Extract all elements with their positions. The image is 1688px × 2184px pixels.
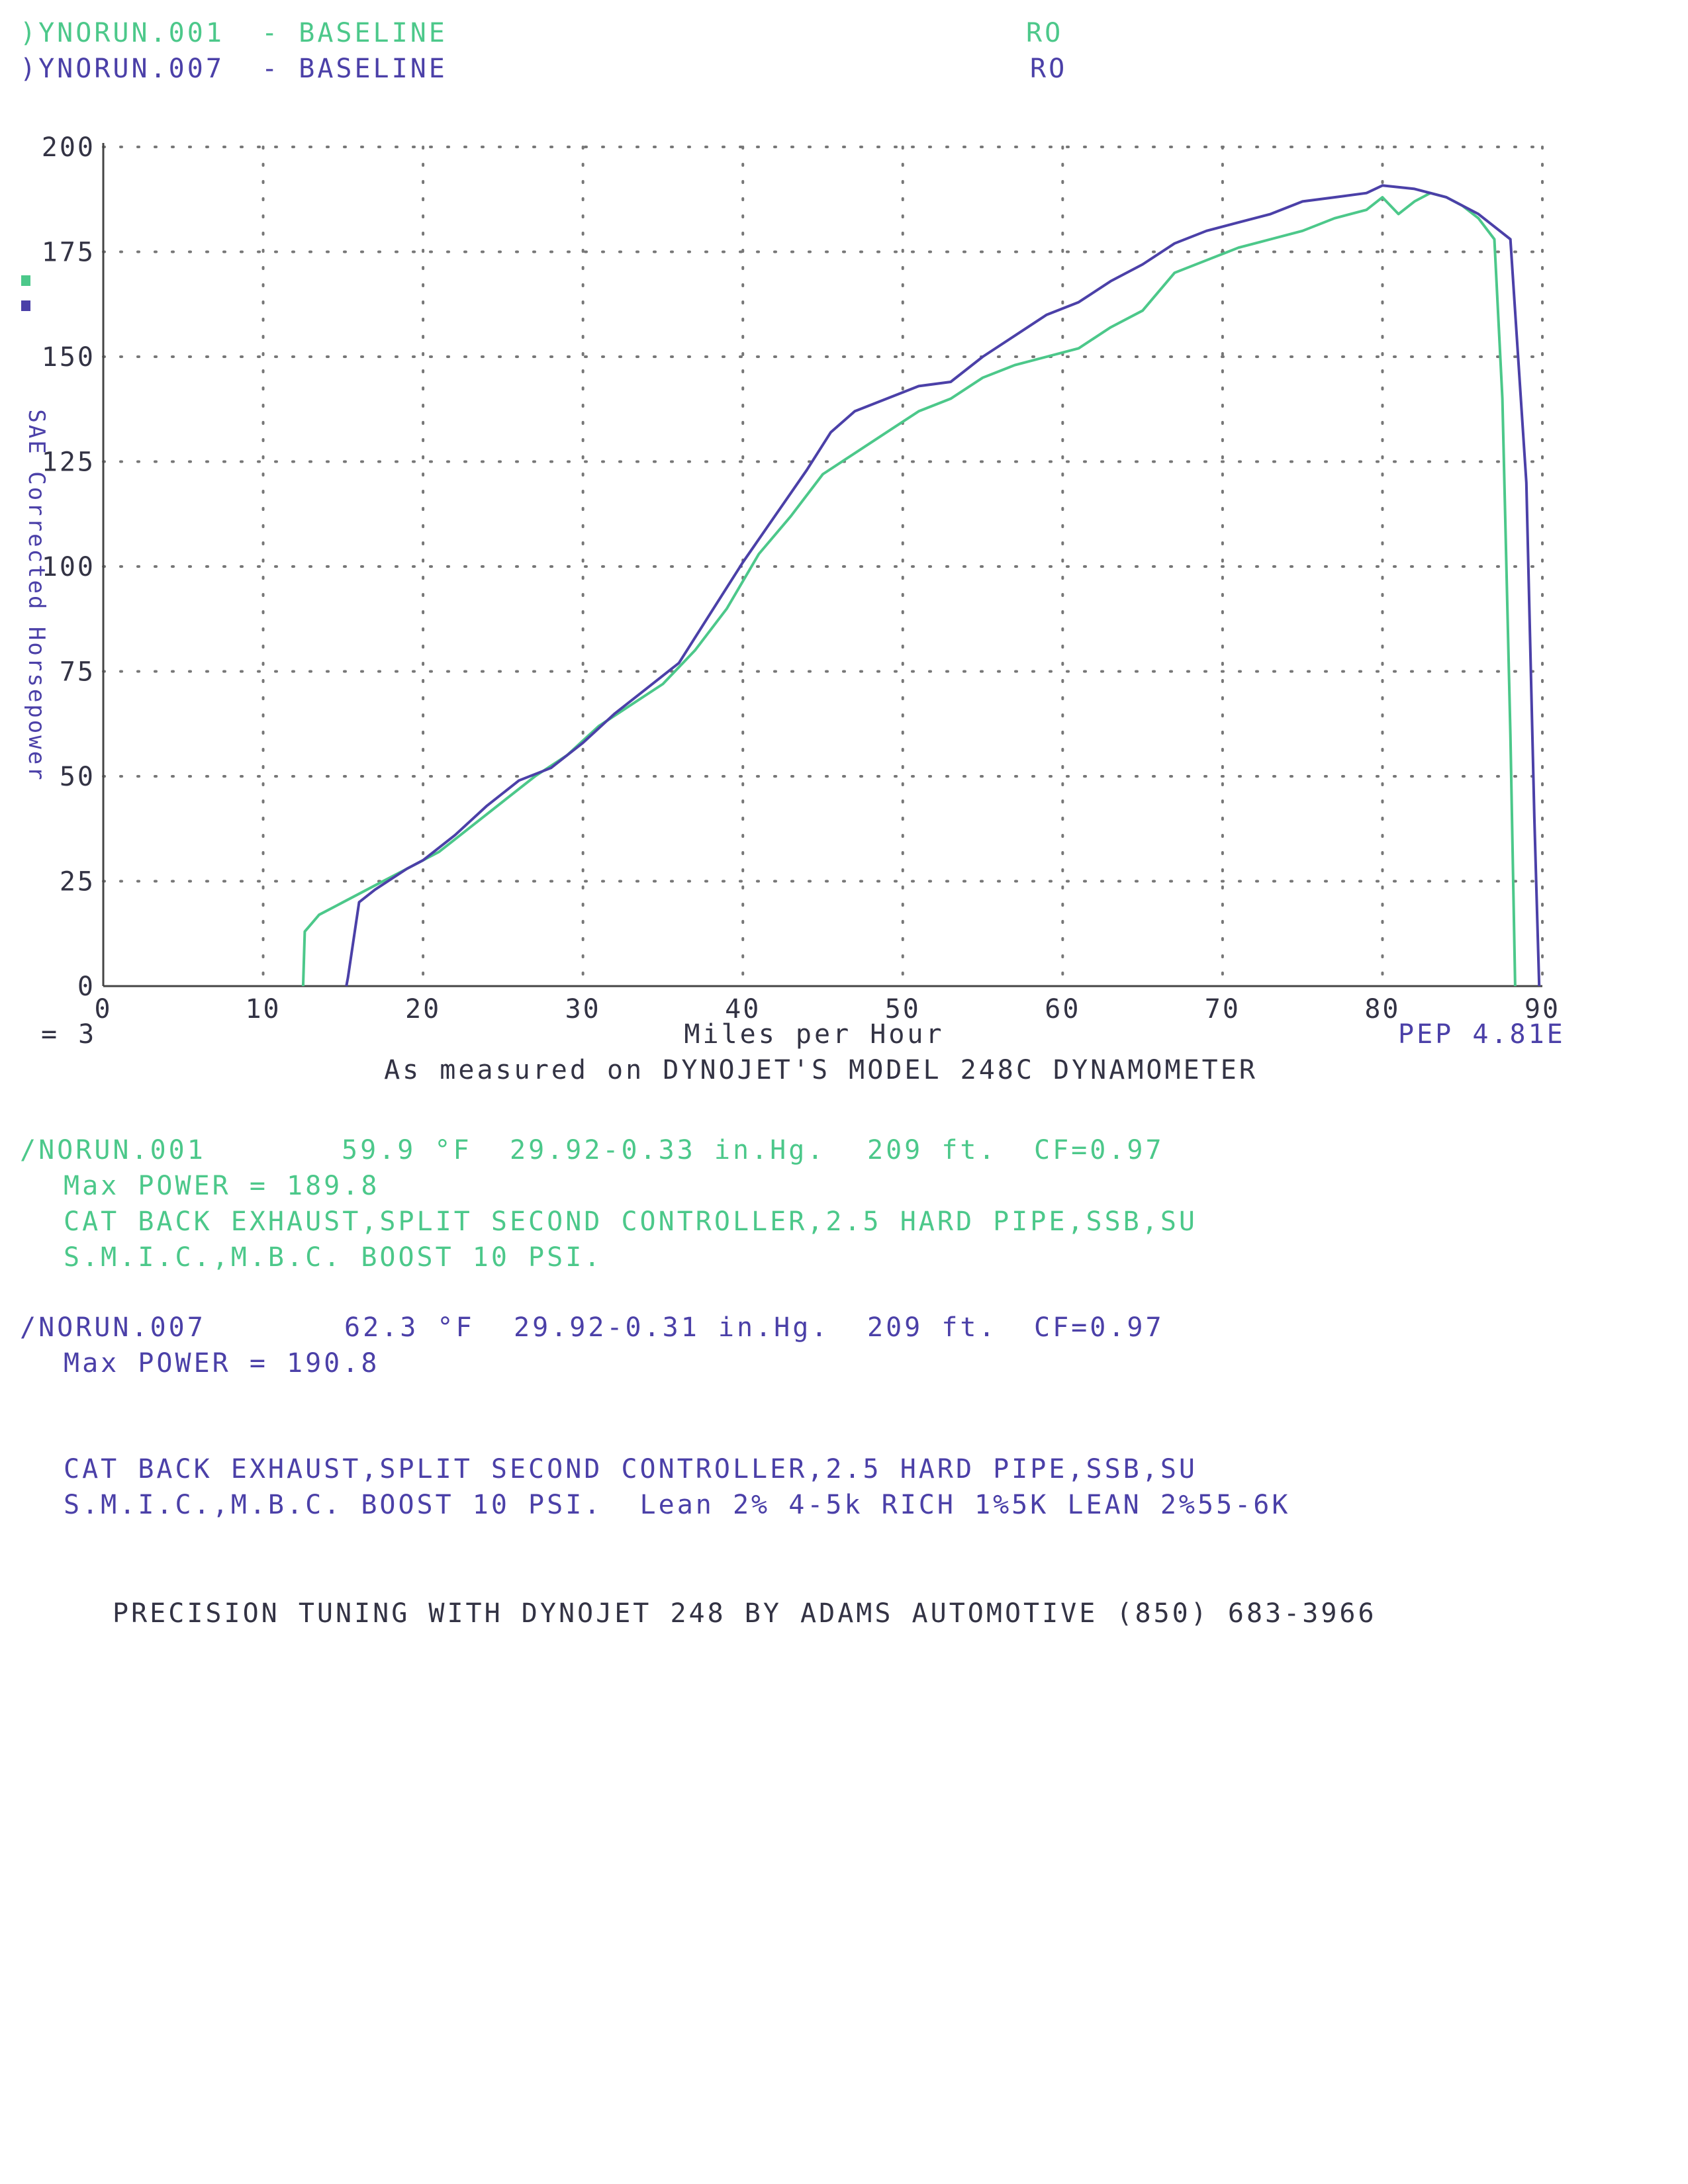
x-tick-20: 20 bbox=[405, 994, 441, 1024]
legend-marker-run1 bbox=[21, 275, 30, 286]
series-line-1 bbox=[301, 191, 1517, 987]
right-note: PEP 4.81E bbox=[1398, 1019, 1566, 1050]
run2-cf: CF=0.97 bbox=[1034, 1312, 1164, 1343]
left-note: = 3 bbox=[41, 1019, 97, 1050]
y-tick-0: 0 bbox=[77, 972, 95, 1002]
run2-pressure: 29.92-0.31 in.Hg. bbox=[514, 1312, 830, 1343]
x-tick-80: 80 bbox=[1364, 994, 1400, 1024]
run2-notes-line2: S.M.I.C.,M.B.C. BOOST 10 PSI. Lean 2% 4-… bbox=[64, 1490, 1291, 1520]
run2-name: /NORUN.007 bbox=[20, 1312, 206, 1343]
run1-notes-line2: S.M.I.C.,M.B.C. BOOST 10 PSI. bbox=[64, 1242, 603, 1273]
legend-marker-run2 bbox=[21, 300, 30, 311]
run1-cf: CF=0.97 bbox=[1034, 1135, 1164, 1165]
chart-subtitle: As measured on DYNOJET'S MODEL 248C DYNA… bbox=[384, 1055, 1258, 1085]
y-tick-50: 50 bbox=[60, 762, 95, 792]
y-tick-25: 25 bbox=[60, 867, 95, 897]
x-tick-0: 0 bbox=[94, 994, 112, 1024]
y-axis-label: SAE Corrected Horsepower bbox=[23, 409, 50, 782]
run1-notes-line1: CAT BACK EXHAUST,SPLIT SECOND CONTROLLER… bbox=[64, 1206, 1198, 1237]
run2-altitude: 209 ft. bbox=[867, 1312, 998, 1343]
x-tick-10: 10 bbox=[245, 994, 281, 1024]
x-tick-90: 90 bbox=[1524, 994, 1560, 1024]
series-lines bbox=[301, 184, 1541, 987]
run1-name: /NORUN.001 bbox=[20, 1135, 206, 1165]
run1-header-suffix: RO bbox=[1026, 18, 1064, 48]
x-tick-40: 40 bbox=[725, 994, 761, 1024]
chart-grid bbox=[102, 146, 1544, 987]
run1-pressure: 29.92-0.33 in.Hg. bbox=[510, 1135, 826, 1165]
run1-max-power: Max POWER = 189.8 bbox=[64, 1171, 380, 1201]
y-tick-200: 200 bbox=[42, 132, 95, 163]
run1-header-label: )YNORUN.001 - BASELINE bbox=[20, 18, 447, 48]
run1-altitude: 209 ft. bbox=[867, 1135, 998, 1165]
y-tick-175: 175 bbox=[42, 238, 95, 268]
y-tick-100: 100 bbox=[42, 552, 95, 582]
series-line-2 bbox=[345, 184, 1541, 987]
x-tick-50: 50 bbox=[885, 994, 921, 1024]
run2-notes-line1: CAT BACK EXHAUST,SPLIT SECOND CONTROLLER… bbox=[64, 1454, 1198, 1484]
dyno-chart: 0 25 50 75 100 125 150 175 200 0 10 20 30 40 50 60 70 80… bbox=[23, 132, 1566, 1085]
y-tick-125: 125 bbox=[42, 447, 95, 478]
x-tick-labels: 0 10 20 30 40 50 60 70 80 90 bbox=[94, 994, 1560, 1024]
x-tick-70: 70 bbox=[1205, 994, 1241, 1024]
run2-header-suffix: RO bbox=[1030, 54, 1068, 84]
run2-header-label: )YNORUN.007 - BASELINE bbox=[20, 54, 447, 84]
footer-credit: PRECISION TUNING WITH DYNOJET 248 BY ADA… bbox=[113, 1598, 1377, 1629]
y-tick-labels: 0 25 50 75 100 125 150 175 200 bbox=[42, 132, 95, 1002]
x-tick-30: 30 bbox=[565, 994, 601, 1024]
x-tick-60: 60 bbox=[1045, 994, 1080, 1024]
run1-temp: 59.9 °F bbox=[342, 1135, 472, 1165]
run2-temp: 62.3 °F bbox=[344, 1312, 475, 1343]
x-axis-label: Miles per Hour bbox=[684, 1019, 944, 1050]
y-tick-75: 75 bbox=[60, 657, 95, 688]
run2-max-power: Max POWER = 190.8 bbox=[64, 1348, 380, 1379]
y-tick-150: 150 bbox=[42, 342, 95, 373]
